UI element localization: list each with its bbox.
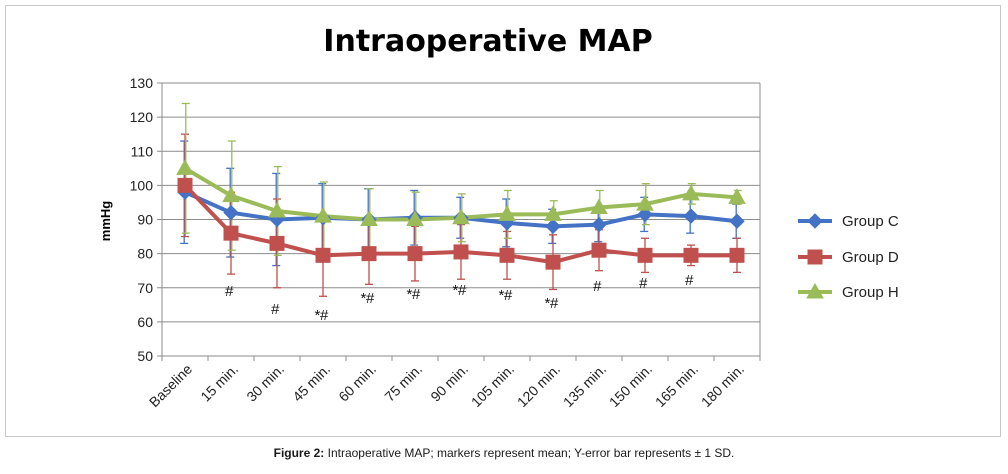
annotation-1: # bbox=[225, 283, 234, 300]
marker-group-h-0 bbox=[176, 159, 194, 175]
marker-group-d-8 bbox=[545, 254, 561, 270]
x-tick-label-9: 135 min. bbox=[560, 361, 609, 410]
y-tick-label-100: 100 bbox=[130, 177, 154, 193]
y-tick-label-130: 130 bbox=[130, 75, 154, 91]
x-tick-label-6: 90 min. bbox=[427, 361, 471, 405]
marker-group-c-8 bbox=[545, 218, 561, 235]
marker-group-d-9 bbox=[591, 242, 607, 258]
y-axis-label: mmHg bbox=[98, 201, 113, 242]
x-tick-label-10: 150 min. bbox=[606, 361, 655, 410]
marker-group-h-1 bbox=[222, 186, 240, 203]
marker-group-d-2 bbox=[269, 235, 285, 251]
x-tick-label-8: 120 min. bbox=[514, 361, 563, 410]
x-tick-label-11: 165 min. bbox=[652, 361, 701, 410]
annotation-5: *# bbox=[406, 286, 421, 303]
data-markers bbox=[176, 159, 746, 270]
y-tick-label-110: 110 bbox=[131, 143, 154, 159]
annotation-4: *# bbox=[360, 290, 375, 307]
marker-group-d-11 bbox=[683, 247, 699, 263]
marker-group-d-5 bbox=[407, 246, 423, 262]
x-tick-label-7: 105 min. bbox=[468, 361, 517, 410]
y-tick-label-120: 120 bbox=[130, 109, 154, 125]
marker-group-c-1 bbox=[223, 204, 239, 221]
annotation-2: # bbox=[271, 301, 280, 318]
x-tick-label-12: 180 min. bbox=[698, 361, 747, 410]
chart-canvas: Intraoperative MAP mmHg 50 60 70 80 90 100 110… bbox=[98, 24, 899, 410]
marker-group-h-8 bbox=[544, 205, 562, 221]
x-tick-label-1: 15 min. bbox=[197, 361, 241, 405]
legend-item-group-c: Group C bbox=[798, 213, 899, 230]
x-tick-labels: Baseline 15 min. 30 min. 45 min. 60 min. 75 m… bbox=[146, 361, 747, 410]
marker-group-h-7 bbox=[498, 205, 516, 221]
marker-group-d-12 bbox=[729, 247, 745, 263]
marker-group-c-10 bbox=[637, 206, 653, 223]
legend-item-group-d: Group D bbox=[798, 249, 899, 266]
marker-group-h-10 bbox=[636, 195, 654, 211]
annotation-10: # bbox=[639, 275, 648, 292]
legend-marker-group-h bbox=[806, 282, 824, 299]
marker-group-d-4 bbox=[361, 246, 377, 262]
marker-group-h-4 bbox=[360, 210, 378, 226]
x-tick-label-0: Baseline bbox=[146, 361, 195, 410]
marker-group-d-7 bbox=[499, 247, 515, 263]
x-tick-label-2: 30 min. bbox=[243, 361, 287, 405]
annotation-6: *# bbox=[452, 282, 467, 299]
legend: Group C Group D Group H bbox=[798, 213, 899, 301]
y-tick-label-60: 60 bbox=[137, 314, 153, 330]
marker-group-c-11 bbox=[683, 208, 699, 224]
marker-group-h-2 bbox=[268, 201, 286, 218]
legend-label-group-d: Group D bbox=[842, 249, 899, 266]
significance-annotations: # # *# *# *# *# *# *# # # # bbox=[225, 272, 694, 324]
x-tick-label-4: 60 min. bbox=[335, 361, 379, 405]
annotation-9: # bbox=[593, 278, 602, 295]
y-tick-label-90: 90 bbox=[137, 212, 153, 228]
figure-caption: Figure 2: Intraoperative MAP; markers re… bbox=[0, 446, 1008, 460]
marker-group-h-12 bbox=[728, 188, 746, 204]
annotation-8: *# bbox=[544, 295, 559, 312]
legend-marker-group-d bbox=[807, 249, 823, 265]
legend-marker-group-c bbox=[807, 213, 823, 229]
y-tick-labels: 50 60 70 80 90 100 110 120 130 bbox=[130, 75, 154, 364]
caption-label: Figure 2: bbox=[273, 446, 325, 460]
y-tick-label-70: 70 bbox=[137, 280, 153, 296]
chart-title: Intraoperative MAP bbox=[323, 24, 652, 59]
legend-label-group-c: Group C bbox=[842, 213, 899, 230]
marker-group-h-6 bbox=[452, 208, 470, 225]
marker-group-h-3 bbox=[314, 207, 332, 223]
marker-group-c-12 bbox=[729, 213, 745, 229]
marker-group-h-9 bbox=[590, 198, 608, 215]
marker-group-h-11 bbox=[682, 184, 700, 201]
marker-group-d-0 bbox=[177, 177, 193, 193]
annotation-3: *# bbox=[314, 307, 329, 324]
y-tick-label-50: 50 bbox=[137, 348, 153, 364]
marker-group-d-6 bbox=[453, 244, 469, 260]
y-tick-label-80: 80 bbox=[137, 246, 153, 262]
caption-text: Intraoperative MAP; markers represent me… bbox=[324, 446, 735, 460]
legend-label-group-h: Group H bbox=[842, 284, 899, 301]
marker-group-d-3 bbox=[315, 247, 331, 263]
annotation-11: # bbox=[685, 272, 694, 289]
axes bbox=[157, 82, 761, 361]
marker-group-d-10 bbox=[637, 247, 653, 263]
x-tick-label-5: 75 min. bbox=[381, 361, 425, 405]
annotation-7: *# bbox=[498, 287, 513, 304]
x-tick-label-3: 45 min. bbox=[289, 361, 333, 405]
legend-item-group-h: Group H bbox=[798, 282, 899, 301]
error-bars bbox=[180, 102, 742, 297]
marker-group-d-1 bbox=[223, 225, 239, 241]
marker-group-h-5 bbox=[406, 210, 424, 226]
marker-group-c-9 bbox=[591, 216, 607, 233]
